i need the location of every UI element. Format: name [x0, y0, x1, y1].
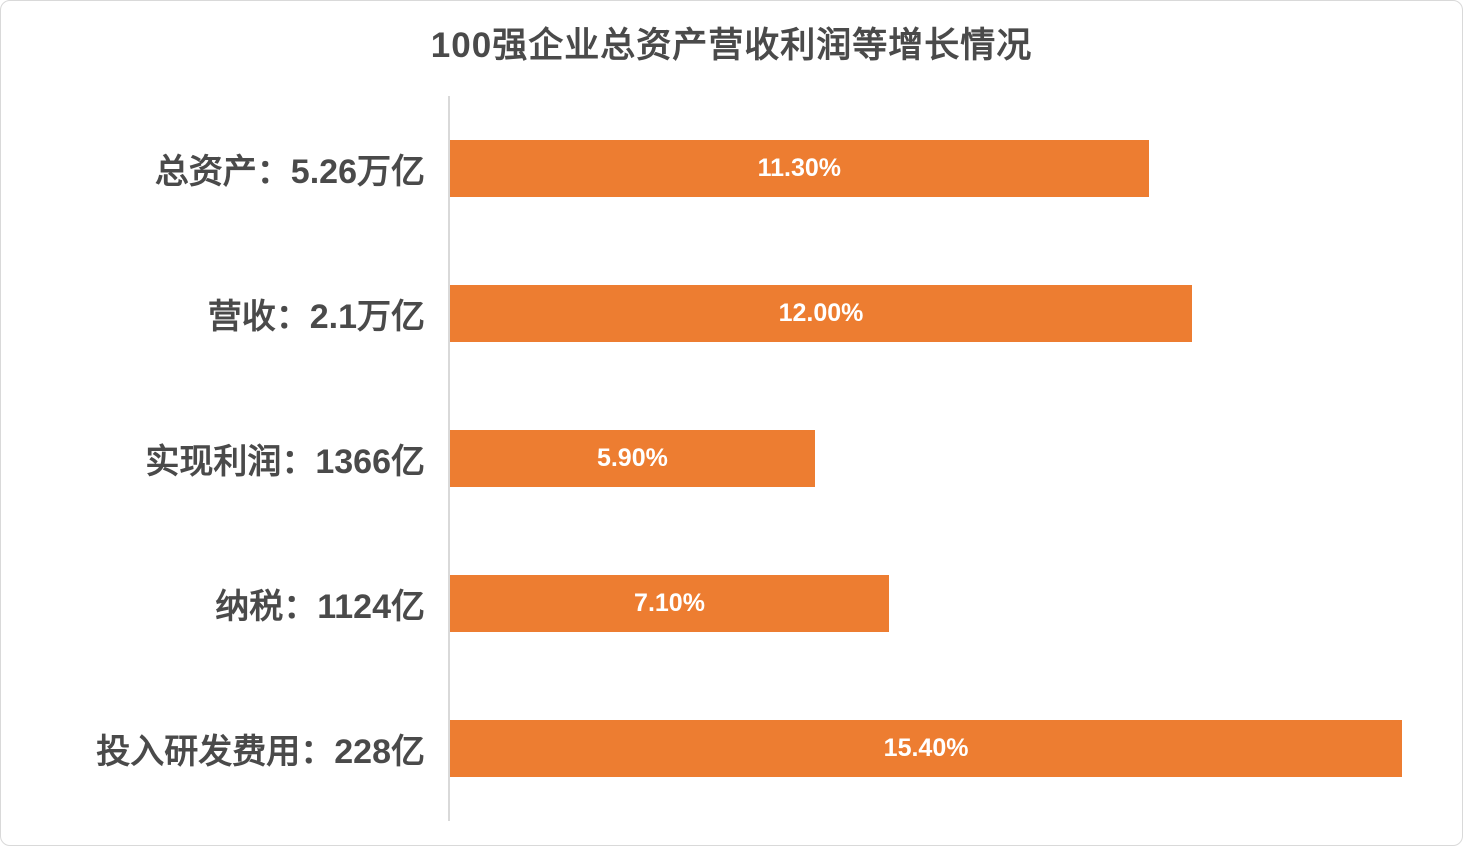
category-axis: 总资产：5.26万亿营收：2.1万亿实现利润：1366亿纳税：1124亿投入研发…: [1, 96, 441, 821]
bar: 12.00%: [450, 285, 1192, 342]
plot-area: 11.30% 12.00% 5.90% 7.10% 15.40%: [448, 96, 1462, 821]
category-label: 实现利润：1366亿: [145, 443, 425, 481]
bar: 11.30%: [450, 140, 1149, 197]
bar-value-label: 5.90%: [596, 444, 668, 472]
category-label: 纳税：1124亿: [215, 588, 425, 626]
bar-row: 12.00%: [450, 241, 1462, 386]
category-label: 营收：2.1万亿: [207, 298, 425, 336]
bar-row: 15.40%: [450, 676, 1462, 821]
bar-row: 11.30%: [450, 96, 1462, 241]
bar-row: 5.90%: [450, 386, 1462, 531]
bar-row: 7.10%: [450, 531, 1462, 676]
bar: 7.10%: [450, 575, 889, 632]
chart-title: 100强企业总资产营收利润等增长情况: [430, 26, 1033, 65]
bar: 5.90%: [450, 430, 815, 487]
bar-value-label: 12.00%: [778, 299, 864, 327]
bar-value-label: 11.30%: [757, 154, 842, 182]
bar: 15.40%: [450, 720, 1403, 777]
bar-value-label: 7.10%: [634, 589, 705, 617]
bar-value-label: 15.40%: [883, 734, 969, 762]
category-label: 总资产：5.26万亿: [154, 153, 425, 191]
category-label: 投入研发费用：228亿: [96, 733, 425, 771]
